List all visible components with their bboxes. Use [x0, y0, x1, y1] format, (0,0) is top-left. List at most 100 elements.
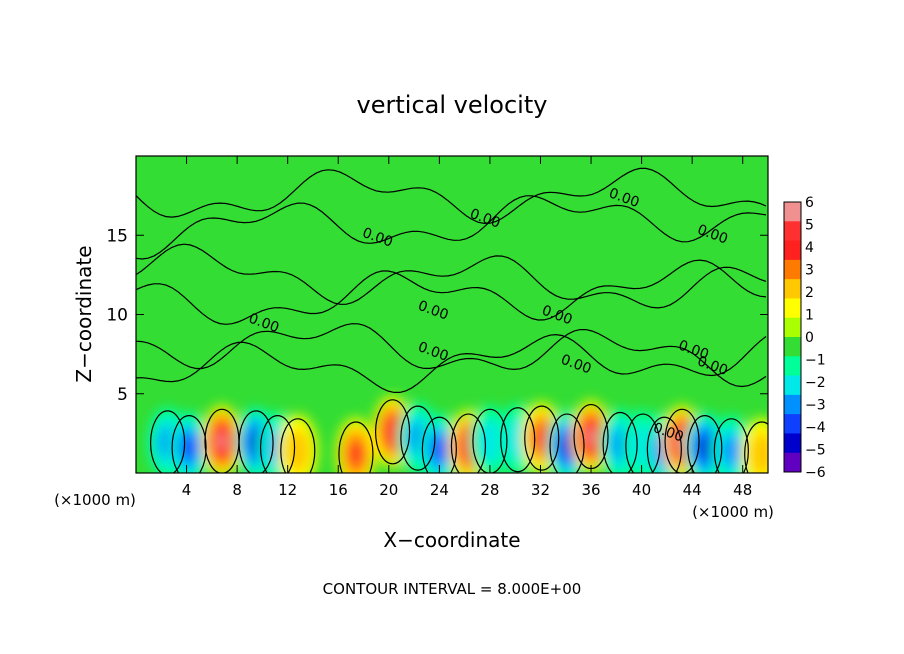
y-tick-label: 10 [106, 306, 128, 326]
velocity-cell [277, 414, 318, 473]
contour-interval-text: CONTOUR INTERVAL = 8.000E+00 [323, 580, 582, 598]
cell-contour [713, 418, 749, 473]
cell-contour [664, 408, 700, 473]
cell-contour [280, 418, 316, 473]
colorbar-swatch [784, 356, 801, 377]
velocity-cell [571, 400, 612, 473]
x-tick-label: 48 [733, 481, 752, 499]
x-tick-label: 4 [182, 481, 192, 499]
cell-contour [238, 410, 274, 473]
velocity-cell-level [432, 437, 447, 462]
velocity-cells [147, 395, 768, 473]
colorbar-label: 3 [805, 263, 814, 279]
colorbar-label: −3 [805, 398, 826, 414]
x-axis-label: X−coordinate [383, 528, 520, 552]
velocity-cell [741, 417, 768, 473]
chart-title: vertical velocity [357, 91, 548, 119]
colorbar-label: 5 [805, 218, 814, 234]
cell-contour [524, 405, 560, 471]
contour-lines [136, 167, 768, 473]
x-tick-label: 36 [581, 481, 600, 499]
velocity-cell-level [699, 437, 711, 458]
velocity-cell-level [722, 435, 740, 467]
cell-contour [744, 421, 768, 473]
colorbar-swatch [784, 202, 801, 222]
cell-contour [687, 415, 723, 473]
colorbar-swatch [784, 317, 801, 338]
colorbar-label: −2 [805, 375, 826, 391]
x-unit-right: (×1000 m) [692, 503, 774, 521]
colorbar-swatch [784, 394, 801, 415]
velocity-cell [201, 405, 242, 473]
x-tick-label: 32 [531, 481, 550, 499]
zero-contour [136, 167, 767, 225]
velocity-cell [169, 411, 210, 473]
cell-contour [171, 415, 207, 473]
cell-contour [450, 413, 487, 473]
x-tick-label: 8 [232, 481, 242, 499]
velocity-cell-level [387, 421, 399, 442]
cell-contour [400, 405, 436, 471]
velocity-cell [662, 405, 703, 473]
y-axis-label: Z−coordinate [72, 245, 96, 382]
velocity-cell-level [561, 436, 573, 456]
cell-contour [602, 411, 638, 473]
colorbar-label: 4 [805, 240, 814, 256]
colorbar-swatch [784, 337, 801, 357]
colorbar-swatch [784, 452, 801, 473]
cell-contour [338, 421, 374, 473]
colorbar-frame [783, 201, 802, 473]
velocity-cell-level [586, 428, 596, 445]
cell-contour [374, 399, 411, 465]
velocity-cell-level [749, 432, 768, 473]
colorbar-label: 0 [805, 330, 814, 346]
colorbar-label: −5 [805, 443, 826, 459]
velocity-cell-level [182, 435, 196, 460]
colorbar-swatch [784, 240, 801, 261]
colorbar-label: −4 [805, 420, 826, 436]
colorbar-label: 6 [805, 195, 814, 211]
zero-contour [136, 259, 767, 325]
x-tick-label: 24 [430, 481, 449, 499]
x-tick-label: 16 [329, 481, 348, 499]
zero-contour [136, 243, 767, 309]
x-tick-label: 40 [632, 481, 651, 499]
velocity-cell [335, 417, 376, 473]
colorbar-label: −6 [805, 465, 826, 481]
x-tick-label: 44 [683, 481, 702, 499]
velocity-cell-level [285, 429, 310, 473]
velocity-cell-level [217, 433, 227, 450]
colorbar-label: −1 [805, 353, 826, 369]
cell-contour [472, 408, 508, 473]
velocity-cell-level [349, 441, 363, 466]
cell-contour [646, 416, 682, 473]
colorbar-swatch [784, 279, 801, 299]
cell-contour [549, 413, 585, 473]
x-tick-label: 12 [278, 481, 297, 499]
colorbar: 6 5 4 3 2 1 0 −1 −2 −3 −4 −5 −6 [783, 195, 826, 481]
x-tick-label: 20 [379, 481, 398, 499]
colorbar-swatch [784, 221, 801, 242]
velocity-cell [419, 413, 460, 473]
cell-contour [421, 416, 457, 473]
cell-contour [500, 407, 536, 473]
colorbar-swatch [784, 298, 801, 319]
colorbar-swatch [784, 259, 801, 280]
velocity-cell-level [535, 426, 549, 451]
cell-contour [150, 410, 186, 473]
zero-contour [136, 195, 767, 260]
colorbar-label: 2 [805, 285, 814, 301]
colorbar-label: 1 [805, 308, 814, 324]
y-tick-label: 5 [117, 385, 128, 405]
y-tick-label: 15 [106, 226, 128, 246]
colorbar-swatch [784, 433, 801, 454]
plot-area: 0.000.000.000.000.00 0.00 0.000.00 0.000.00… [136, 156, 768, 473]
x-unit-left: (×1000 m) [54, 491, 136, 509]
colorbar-swatch [784, 375, 801, 396]
cell-contour [625, 413, 661, 473]
y-axis-ticks: 5 10 15 [106, 226, 768, 405]
x-axis-ticks: 4 8 12 16 20 24 28 32 36 40 44 48 [182, 156, 752, 499]
cell-contour [259, 415, 296, 473]
colorbar-swatch [784, 414, 801, 434]
